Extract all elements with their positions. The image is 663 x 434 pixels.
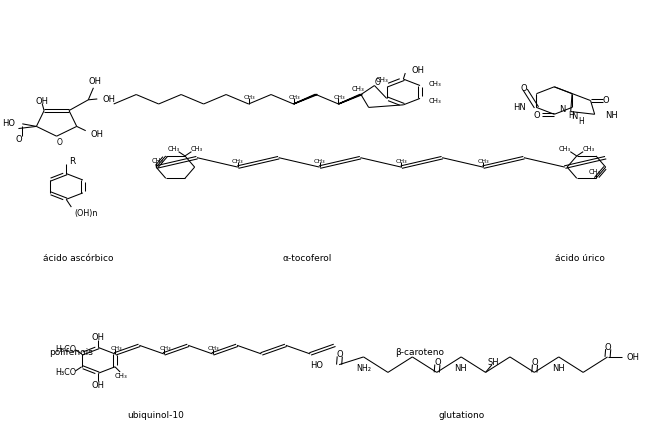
- Text: CH₃: CH₃: [190, 146, 203, 152]
- Text: O: O: [434, 357, 441, 366]
- Text: ácido úrico: ácido úrico: [555, 253, 605, 262]
- Text: H: H: [568, 111, 574, 120]
- Text: CH₃: CH₃: [477, 159, 489, 164]
- Text: H: H: [578, 117, 584, 126]
- Text: HO: HO: [2, 119, 15, 128]
- Text: O: O: [375, 78, 381, 86]
- Text: CH₃: CH₃: [244, 95, 256, 100]
- Text: O: O: [605, 342, 611, 351]
- Text: N: N: [572, 112, 578, 121]
- Text: R: R: [70, 156, 76, 165]
- Text: O: O: [521, 84, 528, 93]
- Text: O: O: [603, 96, 609, 105]
- Text: OH: OH: [89, 77, 102, 86]
- Polygon shape: [294, 95, 318, 105]
- Text: HN: HN: [513, 102, 526, 111]
- Text: OH: OH: [412, 66, 425, 75]
- Text: CH₃: CH₃: [396, 159, 407, 164]
- Text: NH₂: NH₂: [356, 363, 371, 372]
- Text: ácido ascórbico: ácido ascórbico: [42, 253, 113, 262]
- Text: CH₃: CH₃: [429, 81, 442, 87]
- Text: NH: NH: [605, 111, 618, 119]
- Text: CH₃: CH₃: [589, 169, 601, 175]
- Text: CH₃: CH₃: [334, 95, 345, 100]
- Text: ubiquinol-10: ubiquinol-10: [128, 411, 184, 419]
- Text: O: O: [57, 138, 63, 147]
- Text: N: N: [560, 105, 566, 114]
- Text: HO: HO: [310, 360, 323, 369]
- Text: OH: OH: [91, 332, 105, 341]
- Text: CH₃: CH₃: [151, 158, 164, 164]
- Text: CH₃: CH₃: [351, 85, 364, 92]
- Text: CH₃: CH₃: [208, 345, 219, 350]
- Text: SH: SH: [487, 357, 499, 366]
- Text: NH: NH: [552, 363, 565, 372]
- Text: O: O: [534, 111, 540, 119]
- Text: O: O: [532, 357, 538, 366]
- Text: O: O: [15, 135, 22, 144]
- Text: OH: OH: [36, 96, 48, 105]
- Text: CH₃: CH₃: [314, 159, 326, 164]
- Text: H₃CO: H₃CO: [55, 368, 76, 377]
- Text: CH₃: CH₃: [115, 372, 128, 378]
- Text: polifenois: polifenois: [49, 348, 93, 356]
- Text: OH: OH: [91, 380, 105, 389]
- Text: CH₃: CH₃: [232, 159, 243, 164]
- Text: CH₃: CH₃: [375, 76, 388, 82]
- Text: CH₃: CH₃: [289, 95, 300, 100]
- Text: CH₃: CH₃: [167, 146, 180, 152]
- Text: (OH)n: (OH)n: [74, 209, 97, 217]
- Text: α-tocoferol: α-tocoferol: [282, 253, 332, 262]
- Text: CH₃: CH₃: [559, 146, 572, 152]
- Text: H₃CO: H₃CO: [55, 345, 76, 353]
- Text: CH₃: CH₃: [429, 98, 442, 104]
- Text: CH₃: CH₃: [111, 345, 122, 350]
- Text: O: O: [336, 349, 343, 358]
- Text: OH: OH: [91, 129, 104, 138]
- Text: β-caroteno: β-caroteno: [395, 348, 444, 356]
- Text: OH: OH: [102, 94, 115, 103]
- Text: glutationo: glutationo: [438, 411, 484, 419]
- Text: OH: OH: [627, 352, 640, 362]
- Text: NH: NH: [454, 363, 467, 372]
- Text: CH₃: CH₃: [159, 345, 171, 350]
- Polygon shape: [339, 95, 362, 105]
- Text: CH₃: CH₃: [582, 146, 594, 152]
